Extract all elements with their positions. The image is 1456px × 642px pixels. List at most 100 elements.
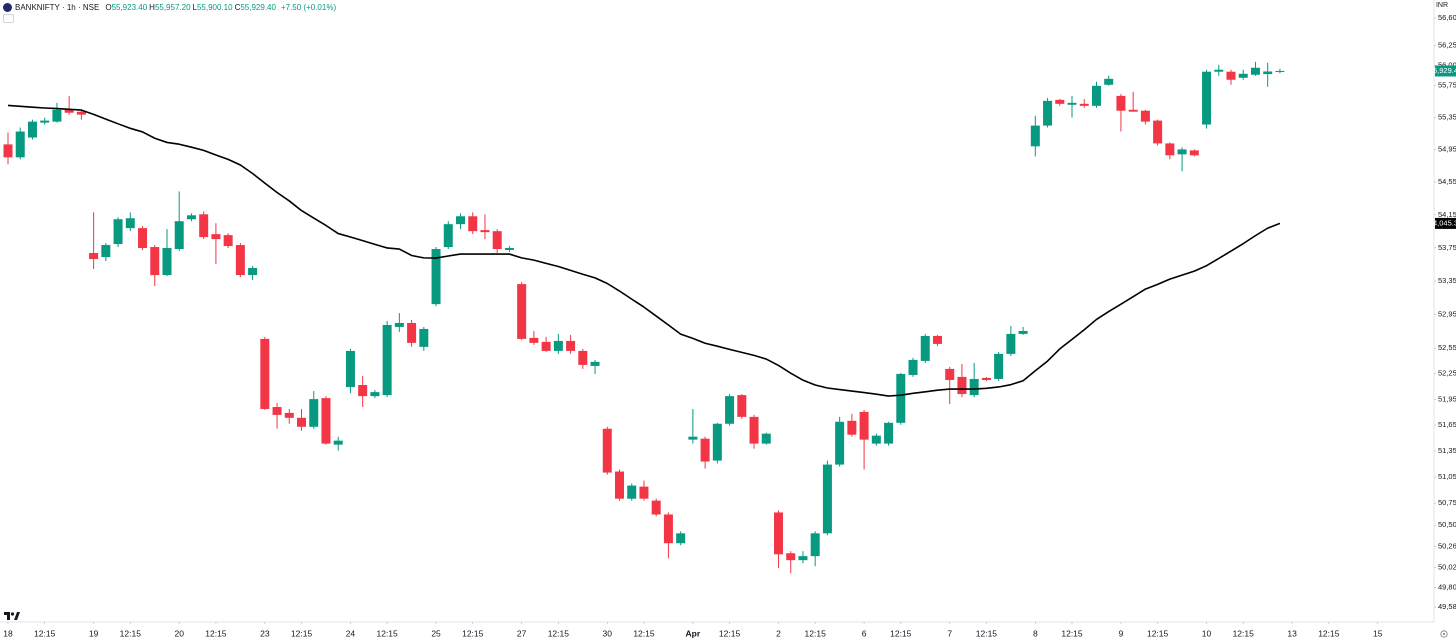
candle-body [651, 500, 661, 515]
candle-body [1140, 110, 1150, 122]
candle [492, 229, 502, 253]
symbol-logo [3, 2, 12, 12]
candle-body [456, 216, 466, 225]
candle [541, 336, 551, 352]
candle-body [981, 377, 991, 380]
x-tick-label: 8 [1033, 628, 1038, 638]
candle [700, 436, 710, 469]
candle-body [150, 247, 160, 276]
x-tick-label: 25 [431, 628, 441, 638]
candle [456, 213, 466, 230]
candle-body [1091, 85, 1101, 106]
x-tick-label: 12:15 [1233, 628, 1255, 638]
candle [1153, 119, 1163, 146]
candle [260, 336, 270, 410]
y-tick-label: 54,950.00 [1438, 145, 1456, 154]
candle [431, 247, 441, 307]
x-tick-label: 12:15 [291, 628, 313, 638]
candle [309, 391, 319, 429]
candle-body [761, 433, 771, 444]
candle [76, 110, 86, 120]
candle [1226, 69, 1236, 85]
candle [358, 375, 368, 408]
candle-body [822, 464, 832, 534]
candle [835, 416, 845, 467]
candle [1104, 75, 1114, 86]
candle-body [431, 249, 441, 305]
collapse-button[interactable] [3, 14, 14, 23]
ma-price-tag [1435, 217, 1456, 229]
candle-body [1263, 71, 1273, 75]
y-tick-label: 50,750.00 [1438, 498, 1456, 507]
candle-body [358, 385, 368, 397]
candle [394, 313, 404, 332]
candle [786, 551, 796, 574]
candle [52, 102, 62, 123]
x-tick-label: 7 [947, 628, 952, 638]
candle [138, 226, 148, 251]
candle-body [517, 284, 527, 339]
candle-body [786, 553, 796, 561]
candle [125, 212, 135, 232]
candle [1202, 69, 1212, 129]
candle-body [101, 245, 111, 258]
y-tick-label: 49,580.00 [1438, 602, 1456, 611]
candle [859, 409, 869, 470]
candle [810, 531, 820, 567]
candle-body [480, 230, 490, 233]
candle [3, 132, 13, 165]
candle [199, 211, 209, 240]
candle-body [884, 422, 894, 444]
candle [504, 246, 514, 252]
candle-body [835, 421, 845, 465]
candle-body [89, 252, 99, 260]
candle [1189, 149, 1199, 157]
candle-body [64, 109, 74, 113]
candle [1055, 98, 1065, 106]
candle-body [309, 399, 319, 427]
y-tick-label: 52,950.00 [1438, 309, 1456, 318]
candle [822, 460, 832, 536]
candle [639, 480, 649, 501]
candle [773, 510, 783, 569]
x-tick-label: 12:15 [120, 628, 142, 638]
candle-body [223, 235, 233, 247]
x-tick-label: 12:15 [719, 628, 741, 638]
candle [468, 212, 478, 235]
moving-average-line [7, 104, 1281, 397]
candle-body [1079, 103, 1089, 106]
candle-body [1030, 125, 1040, 147]
candle-body [529, 337, 539, 343]
candle-body [1104, 78, 1114, 85]
x-tick-label: 12:15 [34, 628, 56, 638]
candle-body [615, 471, 624, 499]
candle-body [639, 486, 649, 499]
candle [419, 326, 429, 351]
y-tick-label: 55,750.00 [1438, 80, 1456, 89]
symbol[interactable]: BANKNIFTY · 1h · NSE [15, 2, 100, 12]
y-tick-label: 56,000.00 [1438, 60, 1456, 69]
candle-body [712, 423, 722, 461]
y-tick-label: 50,260.00 [1438, 541, 1456, 550]
candle [186, 213, 196, 222]
candle-body [1043, 100, 1053, 126]
candle [871, 433, 881, 446]
candle [248, 266, 258, 281]
settings-icon[interactable] [1440, 630, 1448, 638]
candle [957, 363, 967, 398]
ma-price-label: 54,045.33 [1429, 218, 1456, 227]
candle-body [773, 512, 783, 555]
candle [981, 376, 991, 382]
candle [920, 333, 930, 363]
candle [382, 321, 392, 398]
currency[interactable]: INR [1435, 2, 1448, 9]
candle [1006, 326, 1016, 356]
x-tick-label: 12:15 [890, 628, 912, 638]
legend-value: 55,900.10 [196, 2, 233, 12]
candle-body [272, 407, 282, 415]
x-tick-label: 15 [1373, 628, 1383, 638]
x-tick-label: 24 [346, 628, 356, 638]
candle-body [1055, 99, 1065, 104]
x-tick-label: 12:15 [1318, 628, 1340, 638]
